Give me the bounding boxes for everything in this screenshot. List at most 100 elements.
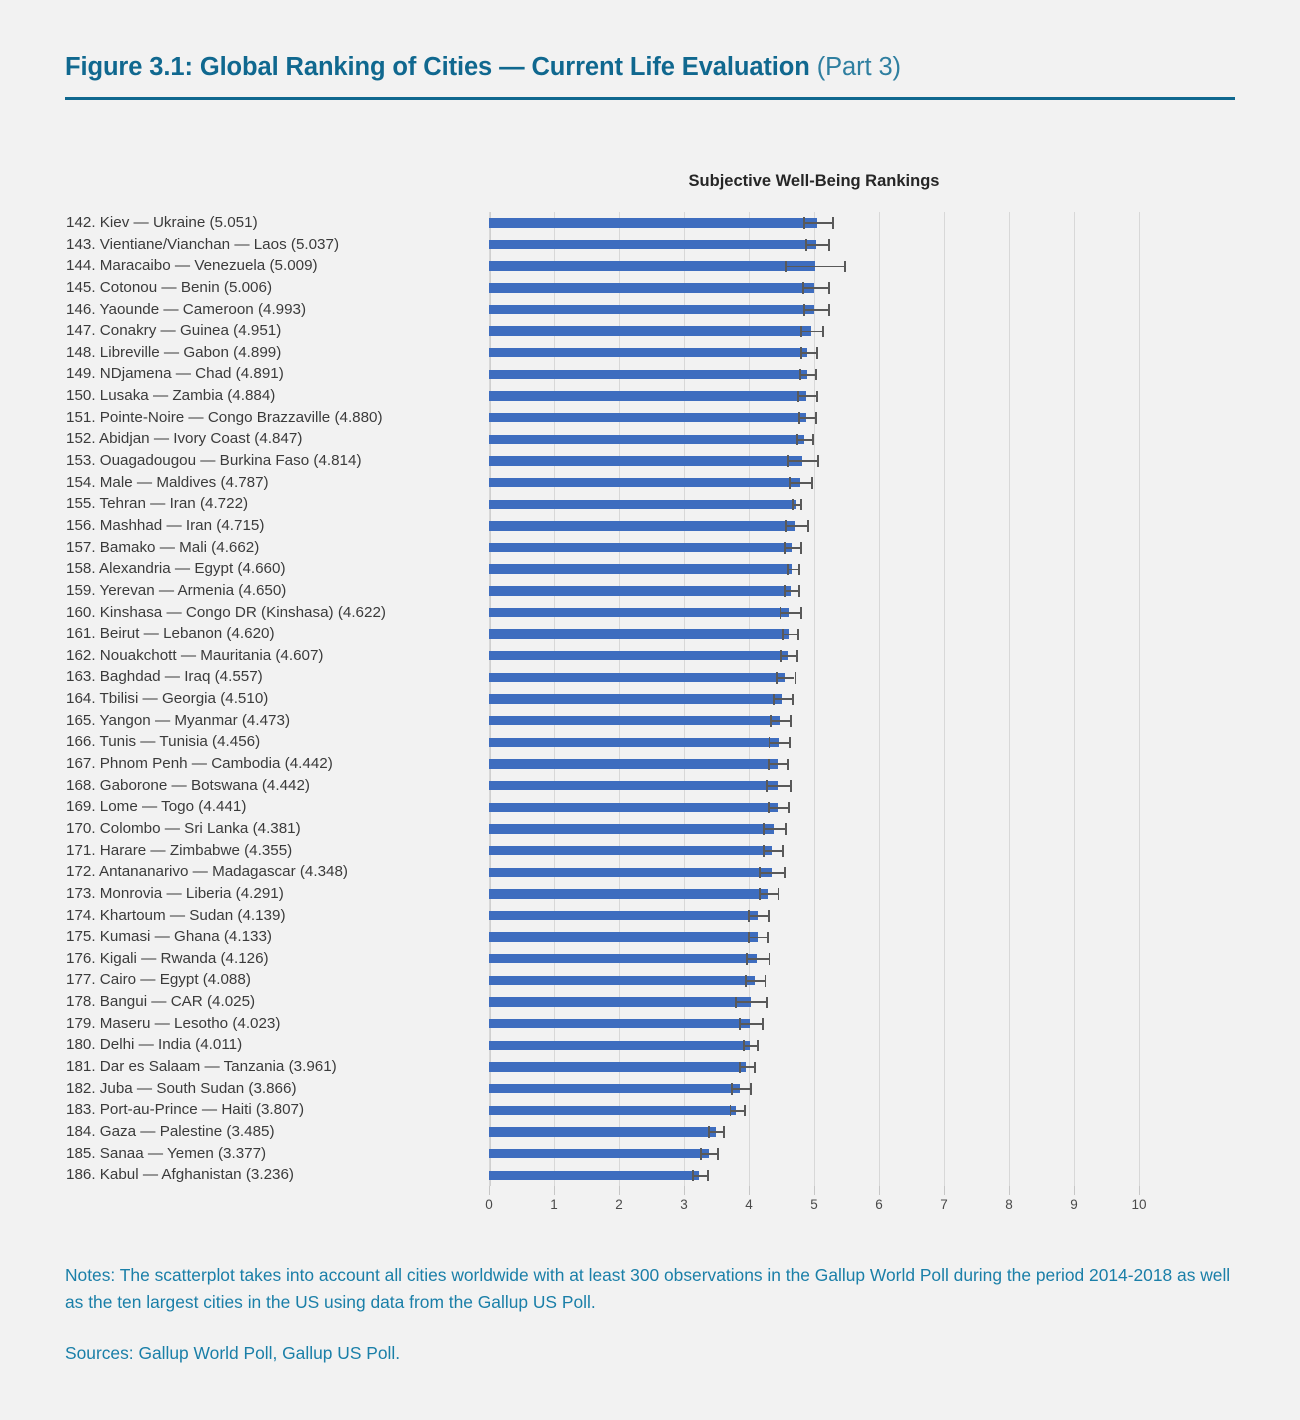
error-bar-line — [780, 655, 797, 658]
error-bar-cap-low — [769, 715, 772, 727]
error-bar-cap-low — [773, 693, 775, 706]
bar-row — [489, 1034, 1139, 1056]
error-bar-cap-low — [762, 845, 765, 857]
x-tick-label: 3 — [680, 1197, 688, 1212]
category-label: 185. Sanaa — Yemen (3.377) — [66, 1144, 267, 1162]
error-bar-cap-high — [754, 1061, 757, 1074]
bar — [489, 499, 796, 509]
category-label: 167. Phnom Penh — Cambodia (4.442) — [66, 755, 333, 773]
bar-row — [489, 428, 1139, 450]
error-bar-line — [779, 611, 800, 614]
error-bar-line — [758, 893, 778, 896]
bar-row — [489, 212, 1139, 234]
bar — [489, 694, 783, 704]
bar — [489, 456, 802, 466]
x-tick-label: 6 — [875, 1197, 883, 1212]
error-bar-cap-high — [765, 996, 768, 1009]
bar — [489, 932, 758, 942]
bar — [489, 1040, 750, 1051]
error-bar-cap-high — [797, 628, 799, 641]
error-bar-line — [743, 1044, 757, 1047]
x-tick — [1074, 1186, 1076, 1195]
bar-row — [489, 775, 1139, 797]
bar — [489, 239, 817, 250]
category-label: 165. Yangon — Myanmar (4.473) — [66, 711, 290, 729]
error-bar-line — [802, 222, 833, 225]
error-bar-line — [799, 373, 816, 376]
error-bar-cap-low — [784, 542, 786, 554]
error-bar-cap-low — [791, 498, 794, 511]
bar-row — [489, 515, 1139, 537]
bar-row — [489, 970, 1139, 992]
bar-row — [489, 537, 1139, 559]
category-label: 144. Maracaibo — Venezuela (5.009) — [66, 257, 318, 275]
bar-row — [489, 277, 1139, 299]
bar-row — [489, 861, 1139, 883]
error-bar-cap-low — [729, 1104, 732, 1117]
x-tick — [814, 1186, 816, 1195]
bar — [489, 759, 778, 769]
bar-row — [489, 905, 1139, 927]
error-bar-cap-high — [777, 888, 780, 900]
error-bar-cap-low — [801, 282, 804, 294]
error-bar-cap-low — [767, 758, 770, 771]
error-bar-cap-low — [745, 953, 748, 965]
error-bar-cap-high — [756, 1039, 759, 1052]
category-label: 181. Dar es Salaam — Tanzania (3.961) — [66, 1057, 337, 1075]
category-label: 150. Lusaka — Zambia (4.884) — [66, 387, 276, 405]
category-label: 160. Kinshasa — Congo DR (Kinshasa) (4.6… — [66, 603, 386, 621]
bar — [489, 802, 778, 812]
error-bar-line — [739, 1023, 762, 1026]
bar — [489, 586, 792, 596]
gridline — [1074, 212, 1076, 1186]
category-label: 163. Baghdad — Iraq (4.557) — [66, 668, 263, 686]
error-bar-cap-high — [723, 1126, 725, 1139]
bar-row — [489, 623, 1139, 645]
bar-row — [489, 602, 1139, 624]
bar — [489, 845, 773, 856]
error-bar-cap-low — [748, 910, 751, 922]
error-bar-cap-high — [794, 671, 797, 684]
category-label: 151. Pointe-Noire — Congo Brazzaville (4… — [66, 408, 383, 426]
bar — [489, 629, 790, 639]
error-bar-line — [784, 546, 801, 549]
bar-row — [489, 1143, 1139, 1165]
error-bar-cap-high — [811, 477, 814, 489]
bar-row — [489, 450, 1139, 472]
error-bar-line — [762, 849, 783, 852]
category-label: 177. Cairo — Egypt (4.088) — [66, 971, 251, 989]
category-label: 148. Libreville — Gabon (4.899) — [66, 343, 282, 361]
error-bar-cap-high — [762, 1018, 764, 1030]
category-label: 147. Conakry — Guinea (4.951) — [66, 322, 282, 340]
bar — [489, 564, 792, 574]
error-bar-line — [801, 287, 828, 290]
bar — [489, 1083, 741, 1094]
error-bar-cap-high — [815, 347, 818, 359]
error-bar-cap-low — [796, 433, 799, 446]
error-bar-line — [789, 482, 812, 484]
error-bar-line — [804, 243, 829, 246]
error-bar-cap-low — [776, 671, 779, 684]
bar-row — [489, 472, 1139, 494]
bar — [489, 910, 759, 921]
error-bar-cap-high — [717, 1148, 720, 1160]
error-bar-cap-high — [843, 260, 846, 273]
category-label: 173. Monrovia — Liberia (4.291) — [66, 884, 284, 902]
error-bar-cap-high — [806, 520, 809, 532]
category-label: 164. Tbilisi — Georgia (4.510) — [66, 690, 269, 708]
error-bar-line — [785, 265, 844, 268]
error-bar-cap-high — [787, 758, 790, 771]
error-bar-cap-low — [708, 1126, 710, 1139]
error-bar-cap-high — [827, 282, 830, 294]
bar-row — [489, 407, 1139, 429]
error-bar-cap-high — [797, 563, 800, 576]
error-bar-cap-low — [784, 520, 787, 532]
bar-row — [489, 753, 1139, 775]
x-tick-label: 5 — [810, 1197, 818, 1212]
error-bar-cap-high — [821, 325, 824, 338]
notes-text: Notes: The scatterplot takes into accoun… — [65, 1265, 1231, 1312]
error-bar-line — [797, 395, 816, 398]
x-tick-label: 8 — [1005, 1197, 1013, 1212]
error-bar-cap-low — [762, 823, 765, 836]
error-bar-cap-high — [789, 715, 792, 727]
